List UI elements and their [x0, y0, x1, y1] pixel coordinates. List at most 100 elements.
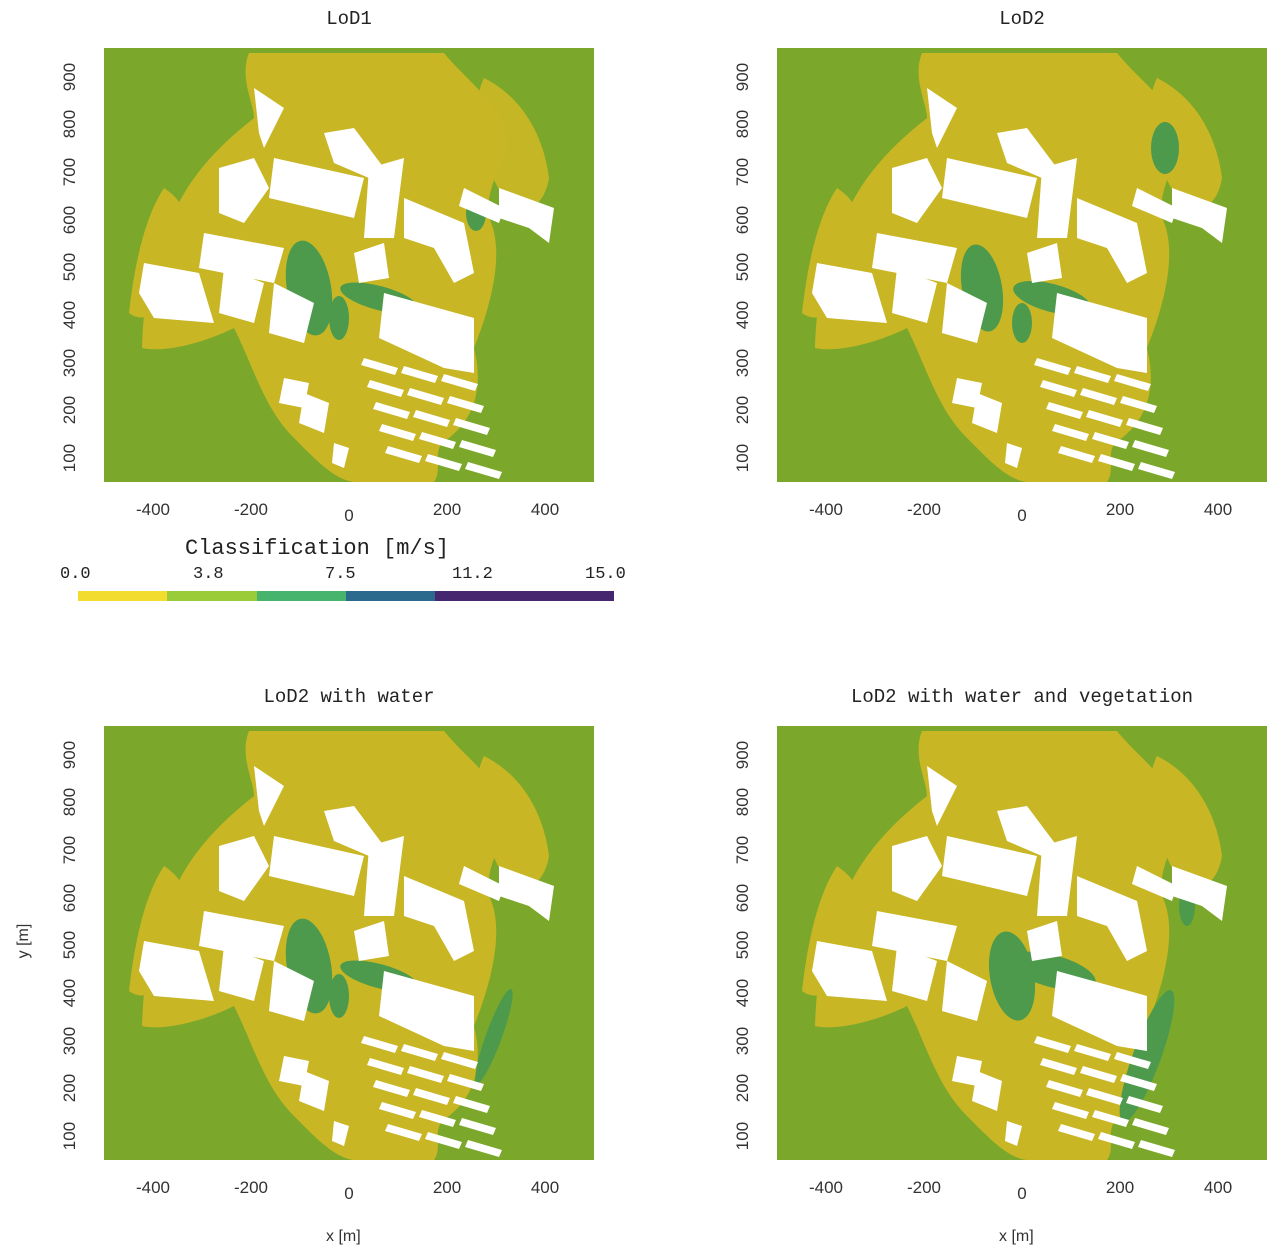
building-footprint — [413, 410, 450, 427]
building-footprint — [1077, 876, 1147, 961]
building-footprint — [401, 366, 438, 383]
building-footprint — [1172, 188, 1227, 243]
y-tick-label: 200 — [733, 396, 752, 425]
building-footprint — [425, 1132, 462, 1149]
building-footprint — [447, 396, 484, 413]
y-tick-label: 100 — [60, 443, 79, 473]
building-footprint — [1037, 158, 1077, 238]
building-footprint — [1037, 836, 1077, 916]
y-tick-label: 100 — [733, 443, 752, 473]
building-footprint — [1132, 188, 1177, 223]
colorbar-tick: 7.5 — [325, 565, 356, 584]
building-footprint — [942, 961, 987, 1021]
building-footprint — [367, 380, 404, 397]
building-footprint — [927, 766, 957, 826]
building-footprint — [139, 263, 214, 323]
building-footprint — [139, 941, 214, 1001]
colorbar-title: Classification [m/s] — [185, 536, 450, 561]
building-footprint — [379, 293, 474, 373]
y-tick-label: 400 — [60, 300, 79, 330]
building-footprint — [1138, 1140, 1175, 1157]
building-footprint — [453, 1096, 490, 1113]
y-tick-label: 400 — [733, 300, 752, 330]
building-footprint — [952, 378, 982, 408]
building-footprint — [1126, 1096, 1163, 1113]
colorbar-tick: 3.8 — [193, 565, 224, 584]
building-footprint — [379, 971, 474, 1051]
y-tick-label: 500 — [60, 253, 79, 282]
building-footprint — [299, 393, 329, 433]
building-footprint — [1027, 921, 1062, 961]
panel-title-lod2-water: LoD2 with water — [263, 686, 435, 708]
y-tick-label: 400 — [60, 978, 79, 1008]
y-tick-label: 900 — [733, 740, 752, 769]
y-tick-label: 900 — [60, 62, 79, 91]
fast-wind-zone — [329, 296, 349, 340]
y-tick-label: 200 — [60, 396, 79, 425]
colorbar-segment — [167, 591, 257, 601]
building-footprint — [373, 402, 410, 419]
building-footprint — [942, 158, 1037, 218]
wind-field-map — [129, 731, 554, 1160]
building-footprint — [379, 1102, 416, 1119]
y-axis-label: y [m] — [15, 923, 32, 959]
building-footprint — [1132, 1118, 1169, 1135]
building-footprint — [1074, 366, 1111, 383]
wind-field-map — [129, 53, 554, 482]
building-footprint — [892, 836, 942, 901]
slow-wind-zone — [1149, 756, 1222, 887]
x-tick-label: -200 — [906, 500, 942, 519]
colorbar-tick: 0.0 — [60, 565, 91, 584]
y-tick-label: 300 — [733, 1026, 752, 1055]
building-footprint — [1077, 198, 1147, 283]
building-footprint — [1120, 396, 1157, 413]
wind-field-plot-lod2-water — [104, 726, 594, 1160]
y-tick-label: 400 — [733, 978, 752, 1008]
building-footprint — [1074, 1044, 1111, 1061]
building-footprint — [997, 806, 1057, 856]
building-footprint — [404, 198, 474, 283]
x-tick-label: -400 — [808, 500, 844, 519]
wind-field-map — [802, 731, 1227, 1160]
building-footprint — [447, 1074, 484, 1091]
panel-title-lod2-water-veg: LoD2 with water and vegetation — [850, 686, 1194, 708]
building-footprint — [942, 283, 987, 343]
building-footprint — [269, 961, 314, 1021]
building-footprint — [1080, 1066, 1117, 1083]
building-footprint — [1172, 866, 1227, 921]
building-footprint — [1092, 1110, 1129, 1127]
building-footprint — [279, 1056, 309, 1086]
building-footprint — [1086, 1088, 1123, 1105]
fast-wind-zone — [1151, 122, 1179, 174]
building-footprint — [812, 941, 887, 1001]
x-axis-label-right: x [m] — [999, 1228, 1034, 1245]
wind-field-plot-lod2 — [777, 48, 1267, 482]
building-footprint — [199, 233, 284, 283]
building-footprint — [254, 88, 284, 148]
building-footprint — [499, 188, 554, 243]
x-tick-label: -200 — [233, 500, 269, 519]
building-footprint — [1120, 1074, 1157, 1091]
building-footprint — [1046, 402, 1083, 419]
building-footprint — [269, 283, 314, 343]
panel-title-lod1: LoD1 — [326, 8, 372, 30]
building-footprint — [385, 1124, 422, 1141]
building-footprint — [419, 432, 456, 449]
panel-title-lod2: LoD2 — [999, 8, 1045, 30]
x-tick-label: 200 — [1105, 1178, 1135, 1197]
building-footprint — [453, 418, 490, 435]
building-footprint — [1034, 1036, 1071, 1053]
building-footprint — [892, 268, 937, 323]
building-footprint — [1080, 388, 1117, 405]
building-footprint — [1034, 358, 1071, 375]
building-footprint — [952, 1056, 982, 1086]
x-tick-label: 400 — [530, 500, 560, 519]
y-tick-label: 100 — [60, 1121, 79, 1151]
x-tick-label: 400 — [530, 1178, 560, 1197]
colorbar-segment — [435, 591, 614, 601]
slow-wind-zone — [1149, 78, 1222, 209]
building-footprint — [324, 806, 384, 856]
colorbar-tick: 11.2 — [452, 565, 493, 584]
building-footprint — [1132, 440, 1169, 457]
x-tick-label: 200 — [432, 500, 462, 519]
